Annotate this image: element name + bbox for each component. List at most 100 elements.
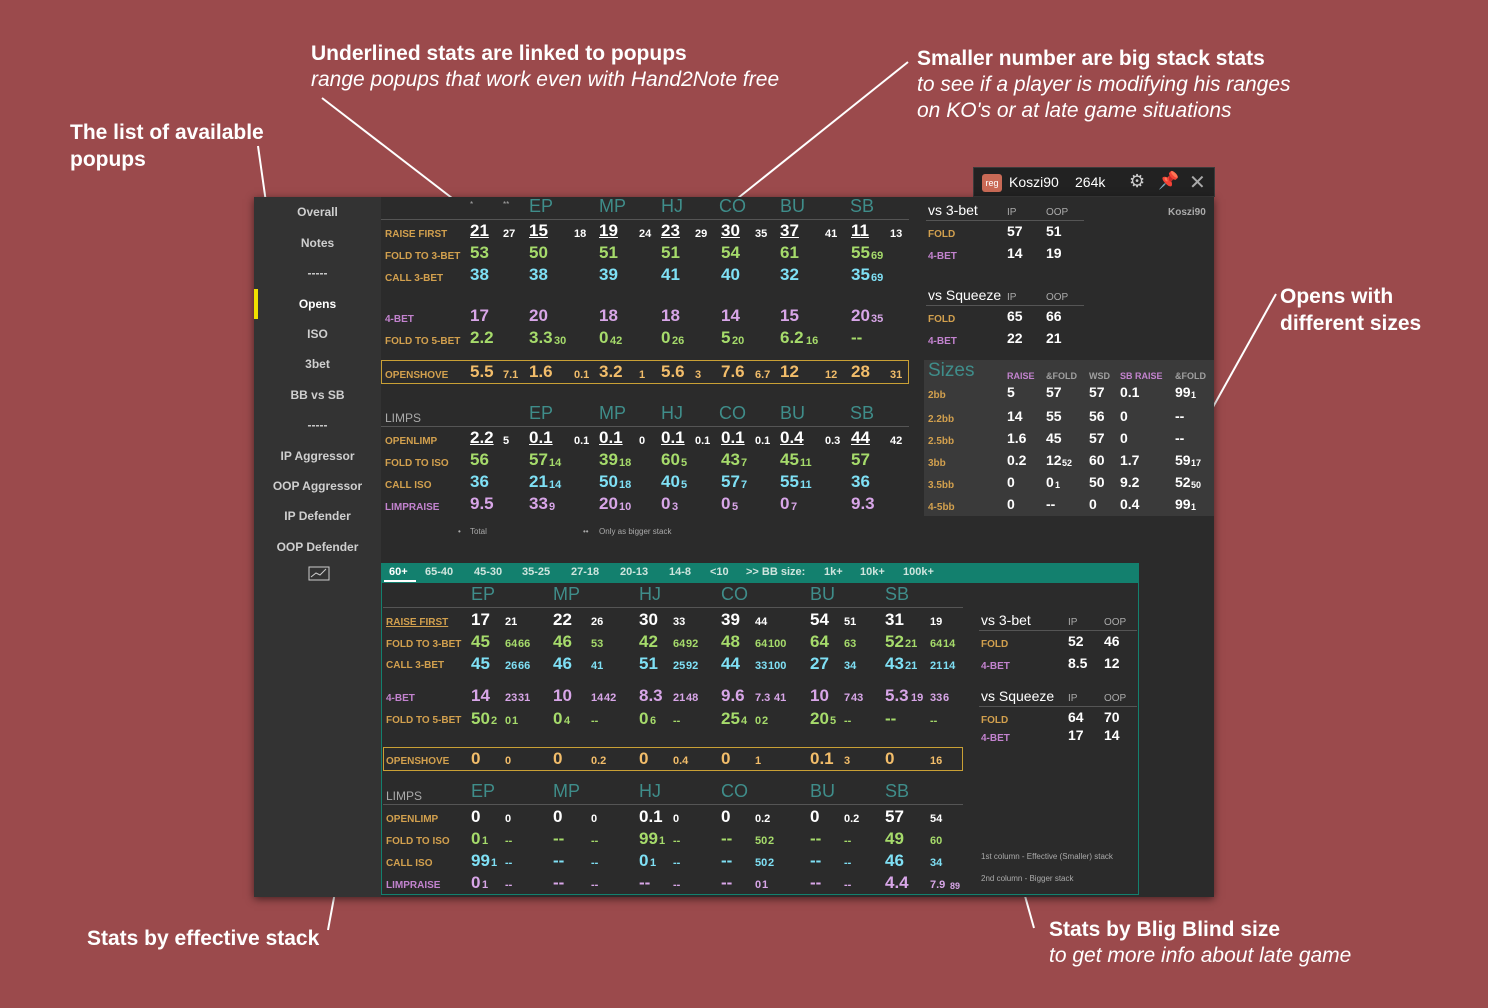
stat[interactable]: 0.1 <box>529 428 553 447</box>
stat-big: 29 <box>695 228 708 240</box>
mark-total: * <box>470 200 474 209</box>
stat: 0.1 <box>639 807 663 826</box>
stat: 12 <box>1104 655 1120 671</box>
stat: 46 <box>1104 633 1120 649</box>
tab-35-25[interactable]: 35-25 <box>522 566 551 578</box>
stat-big: 42 <box>610 335 623 347</box>
sidebar-item-ip-defender[interactable]: IP Defender <box>284 509 351 523</box>
tab-65-40[interactable]: 65-40 <box>425 566 454 578</box>
stat[interactable]: 19 <box>599 221 618 240</box>
stat: 0 <box>599 328 609 347</box>
stat-big: 3 <box>695 369 702 381</box>
stat-big: 1 <box>491 857 498 869</box>
sidebar-item-notes[interactable]: Notes <box>300 236 335 250</box>
stat[interactable]: 23 <box>661 221 680 240</box>
stat-big: 1 <box>482 835 489 847</box>
bb-size-label: >> BB size: <box>746 566 806 578</box>
stat: 0 <box>471 829 481 848</box>
stat[interactable]: 30 <box>721 221 740 240</box>
col-ip: IP <box>1068 693 1078 704</box>
stat[interactable]: 0.1 <box>721 428 745 447</box>
stat: 20 <box>599 494 618 513</box>
stat: 39 <box>599 265 618 284</box>
sidebar-item-iso[interactable]: ISO <box>307 327 328 341</box>
stat-big: 2 <box>491 715 498 727</box>
divider <box>926 305 1084 306</box>
tab-45-30[interactable]: 45-30 <box>474 566 503 578</box>
stat-big: 31 <box>518 692 531 704</box>
stat: 57 <box>529 450 548 469</box>
sidebar-item-overall[interactable]: Overall <box>297 205 338 219</box>
gear-icon[interactable]: ⚙ <box>1129 171 1146 191</box>
stat-big: 19 <box>911 692 924 704</box>
stat: 0 <box>721 494 731 513</box>
tab-1k[interactable]: 1k+ <box>824 566 843 578</box>
mark-bigger: ** <box>503 200 510 209</box>
tab-10k[interactable]: 10k+ <box>860 566 885 578</box>
tab-20-13[interactable]: 20-13 <box>620 566 649 578</box>
stat: 0 <box>553 749 563 768</box>
tab-60plus[interactable]: 60+ <box>389 566 408 578</box>
tab-14-8[interactable]: 14-8 <box>669 566 692 578</box>
stat: 2.2 <box>470 328 494 347</box>
stat: 32 <box>780 265 799 284</box>
tab-27-18[interactable]: 27-18 <box>571 566 600 578</box>
stat: 39 <box>721 610 740 629</box>
sidebar: Overall Notes ----- Opens ISO 3bet BB vs… <box>254 197 381 897</box>
stat-big: 100 <box>768 660 787 672</box>
stat[interactable]: 44 <box>851 428 870 447</box>
stat-big: 17 <box>1191 458 1202 468</box>
close-icon[interactable]: ✕ <box>1189 172 1206 194</box>
stat-big: 53 <box>591 638 604 650</box>
stat-big: 23 <box>505 692 518 704</box>
stat-big: -- <box>591 879 599 891</box>
stat: 41 <box>661 265 680 284</box>
stat[interactable]: 21 <box>470 221 489 240</box>
stat-big: 51 <box>844 616 857 628</box>
pos-sb: SB <box>850 196 875 216</box>
stat[interactable]: 15 <box>529 221 548 240</box>
stat[interactable]: 0.1 <box>599 428 623 447</box>
callout-underlined-sub: range popups that work even with Hand2No… <box>311 68 780 91</box>
stat-big: 0 <box>505 755 512 767</box>
stat: 54 <box>721 243 740 262</box>
stat[interactable]: 0.4 <box>780 428 804 447</box>
stat-big: 1 <box>762 879 769 891</box>
hud-header: reg Koszi90 264k ⚙ 📌 ✕ <box>973 167 1215 197</box>
sidebar-item-ip-aggressor[interactable]: IP Aggressor <box>280 449 355 463</box>
sidebar-item-oop-aggressor[interactable]: OOP Aggressor <box>272 479 363 493</box>
stat-big: 33 <box>755 660 768 672</box>
stat[interactable]: 2.2 <box>470 428 494 447</box>
stat: -- <box>1175 408 1185 424</box>
callout-opens-title1: Opens with <box>1280 285 1394 308</box>
stat-big: -- <box>591 715 599 727</box>
stat-big: 31 <box>890 369 903 381</box>
stat-big: 26 <box>591 616 604 628</box>
stat-big: 16 <box>806 335 819 347</box>
pin-icon[interactable]: 📌 <box>1158 171 1180 190</box>
label-raise-first[interactable]: RAISE FIRST <box>386 617 449 628</box>
stat-big: 7 <box>844 692 851 704</box>
tab-100k[interactable]: 100k+ <box>903 566 934 578</box>
stat: -- <box>1175 430 1185 446</box>
sidebar-item-bb-vs-sb[interactable]: BB vs SB <box>290 388 345 402</box>
stat-big: 66 <box>518 660 531 672</box>
stat[interactable]: 0.1 <box>661 428 685 447</box>
sidebar-item-oop-defender[interactable]: OOP Defender <box>276 540 359 554</box>
stat-big: 2 <box>768 835 775 847</box>
sidebar-item-3bet[interactable]: 3bet <box>305 357 330 371</box>
stat: 45 <box>471 654 490 673</box>
vssqueeze-title: vs Squeeze <box>981 688 1055 704</box>
stat: 51 <box>661 243 680 262</box>
stat: 55 <box>1046 408 1062 424</box>
stat[interactable]: 11 <box>851 221 869 240</box>
chart-icon[interactable] <box>308 566 330 581</box>
stat[interactable]: 37 <box>780 221 799 240</box>
stat: 25 <box>721 709 740 728</box>
active-indicator <box>254 289 258 319</box>
legend-col2: 2nd column - Bigger stack <box>981 874 1074 883</box>
stat: 14 <box>1104 727 1120 743</box>
label-fold-3bet: FOLD TO 3-BET <box>386 639 462 650</box>
sidebar-item-opens[interactable]: Opens <box>298 297 337 311</box>
tab-under10[interactable]: <10 <box>710 566 729 578</box>
